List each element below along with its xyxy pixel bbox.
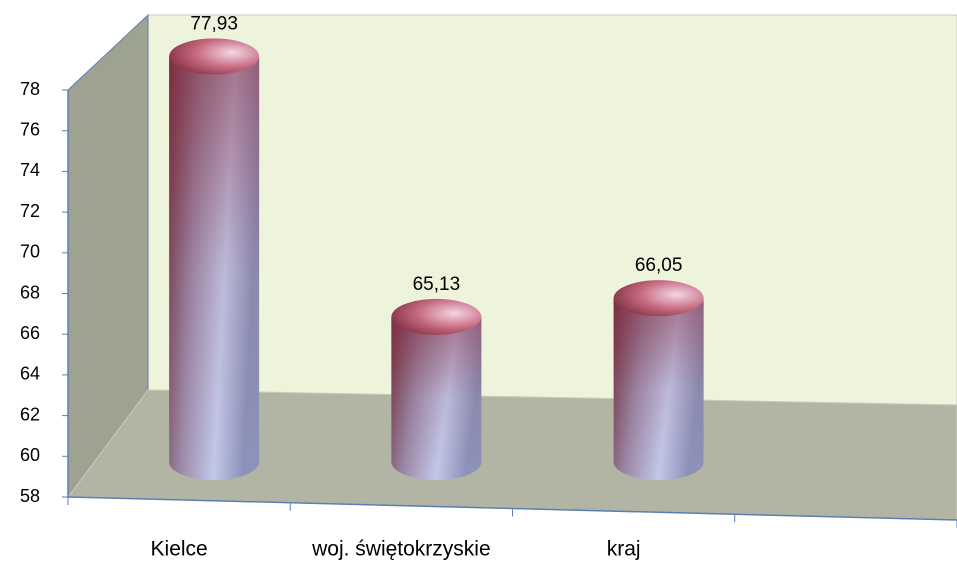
x-tick-label: Kielce bbox=[151, 538, 208, 561]
back-wall bbox=[147, 14, 957, 406]
cylinder-shade bbox=[391, 316, 482, 480]
x-tick-label: kraj bbox=[607, 538, 641, 561]
cylinder-shade bbox=[613, 298, 704, 480]
y-tick-label: 78 bbox=[20, 79, 40, 99]
y-tick-label: 68 bbox=[20, 282, 40, 302]
value-label: 65,13 bbox=[413, 274, 461, 295]
y-tick-label: 58 bbox=[20, 486, 40, 506]
y-tick-label: 60 bbox=[20, 445, 40, 465]
y-tick-label: 76 bbox=[20, 119, 40, 139]
y-tick-label: 72 bbox=[20, 201, 40, 221]
y-tick-label: 62 bbox=[20, 404, 40, 424]
cylinder-top bbox=[391, 298, 482, 335]
value-label: 66,05 bbox=[635, 255, 683, 276]
cylinder-top bbox=[169, 38, 260, 75]
y-tick-label: 66 bbox=[20, 323, 40, 343]
x-tick-label: woj. świętokrzyskie bbox=[311, 538, 491, 561]
y-tick-label: 70 bbox=[20, 242, 40, 262]
y-tick-label: 74 bbox=[20, 160, 40, 180]
y-tick-label: 64 bbox=[20, 364, 40, 384]
cylinder-shade bbox=[169, 56, 260, 480]
cylinder-top bbox=[613, 280, 704, 317]
value-label: 77,93 bbox=[190, 13, 238, 34]
